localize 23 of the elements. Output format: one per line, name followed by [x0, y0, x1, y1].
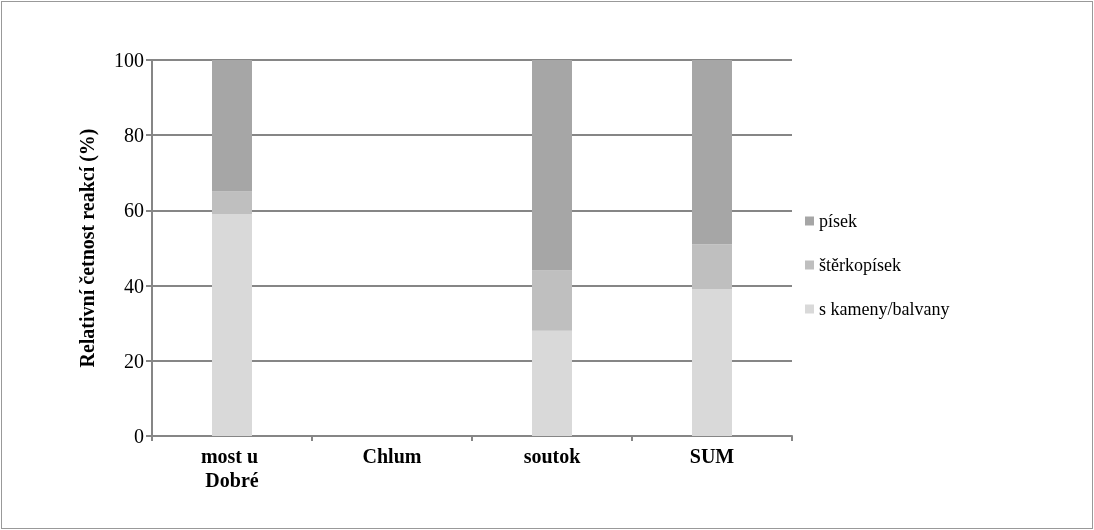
bar — [532, 60, 572, 271]
x-tick-label: Chlum — [362, 445, 422, 467]
x-tick-label: most u Dobré — [200, 445, 264, 491]
y-tick-label: 100 — [114, 49, 144, 71]
y-tick-label: 60 — [124, 199, 144, 222]
y-tick-label: 80 — [124, 124, 144, 147]
y-tick-label: 20 — [124, 349, 144, 372]
legend-label: s kameny/balvany — [819, 299, 950, 319]
bar — [212, 214, 252, 436]
y-tick-label: 0 — [134, 425, 144, 447]
bar — [692, 289, 732, 436]
bar — [692, 60, 732, 245]
legend-label: štěrkopísek — [819, 255, 901, 275]
y-axis-title: Relativní četnost reakcí (%) — [76, 128, 99, 368]
bar — [532, 270, 572, 331]
bar — [532, 330, 572, 436]
y-tick-label: 40 — [124, 274, 144, 297]
bar — [212, 191, 252, 215]
bar — [212, 60, 252, 192]
x-tick-label: soutok — [523, 445, 582, 467]
bar — [692, 244, 732, 290]
legend-label: písek — [819, 211, 857, 231]
x-tick-label: SUM — [689, 445, 735, 467]
